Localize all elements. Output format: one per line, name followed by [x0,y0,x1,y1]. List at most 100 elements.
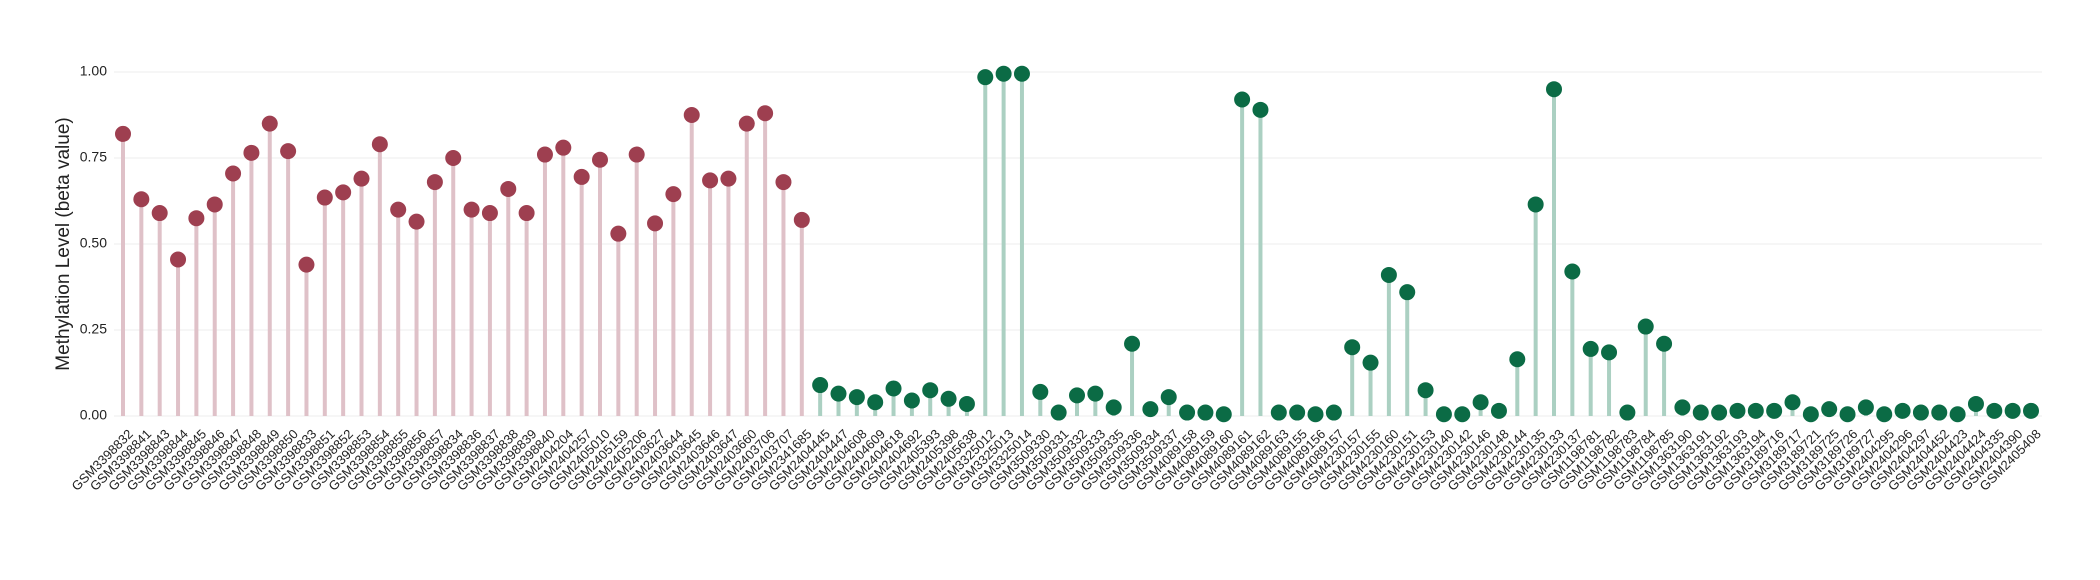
dot [793,211,810,228]
dot [225,165,242,182]
dot [353,170,370,187]
dot [1013,65,1030,82]
dot [1912,404,1929,421]
dot [1784,394,1801,411]
dot [1252,101,1269,118]
y-tick-label: 0.00 [80,407,107,423]
dot [1050,404,1067,421]
dot [903,392,920,409]
dot [481,205,498,222]
dot [555,139,572,156]
dot [848,389,865,406]
dot [977,69,994,86]
dot [1637,318,1654,335]
dot [592,151,608,168]
dot [1509,351,1526,368]
dot [1802,406,1819,423]
dot [647,215,664,232]
dot [1362,354,1379,371]
dot [1142,401,1159,418]
dot [683,107,700,123]
dot [2023,402,2039,419]
dot [1435,406,1452,423]
dot [1270,404,1287,421]
y-axis-label: Methylation Level (beta value) [53,117,74,370]
dot [335,184,352,201]
dot [1546,81,1562,98]
dot [390,201,407,218]
dot [1197,404,1214,421]
dot [940,390,957,407]
dot [1839,406,1856,423]
y-tick-label: 0.50 [80,235,107,251]
dot [1069,387,1085,404]
dot [408,213,425,230]
dot [115,125,131,142]
y-tick-label: 1.00 [80,63,107,79]
dot [1179,404,1196,421]
dot [536,146,553,163]
dot [1215,406,1232,423]
dot [702,172,719,189]
dot [133,191,150,208]
dot [1527,196,1544,213]
dot [1601,344,1618,361]
dot [1821,401,1838,418]
dot [830,385,847,402]
dot [1105,399,1122,416]
dot [775,174,792,191]
dot [316,189,333,206]
dot [757,105,774,122]
dot [1087,385,1104,402]
dot [151,205,168,222]
dot [1454,406,1471,423]
dot [1729,402,1746,419]
dot [371,136,388,153]
dot [1986,402,2003,419]
dot [1564,263,1581,280]
dot [1692,404,1709,421]
dot [573,168,590,185]
dot [188,210,205,227]
dot [243,144,260,161]
dot [885,380,902,397]
dot [463,201,480,218]
dot [1967,395,1984,412]
dot [1325,404,1342,421]
dot [1894,402,1911,419]
dot [1876,406,1893,423]
dot [1160,389,1177,406]
dot [720,170,737,187]
dot [298,256,315,273]
dot [1417,382,1434,399]
dot [2004,402,2021,419]
dot [1747,402,1764,419]
dot [445,150,462,166]
dot [1234,91,1251,108]
dot [170,251,187,268]
dot [1766,402,1783,419]
dot [922,382,939,399]
dot [958,395,975,412]
dot [738,115,755,132]
dot [1674,399,1691,416]
dot [1307,406,1324,423]
dot [995,65,1012,82]
dot [1124,335,1141,352]
dot [1289,404,1306,421]
dot [665,186,682,203]
dot [610,225,627,242]
dot [280,143,297,160]
y-tick-label: 0.25 [80,321,107,337]
dot [500,180,517,197]
dot [1344,339,1361,356]
dot [261,115,278,132]
dot [1656,335,1673,352]
dot [1490,402,1507,419]
dot [1619,404,1636,421]
dot [1857,399,1874,416]
dot [812,377,829,394]
dot [1931,404,1948,421]
dot [867,394,884,411]
